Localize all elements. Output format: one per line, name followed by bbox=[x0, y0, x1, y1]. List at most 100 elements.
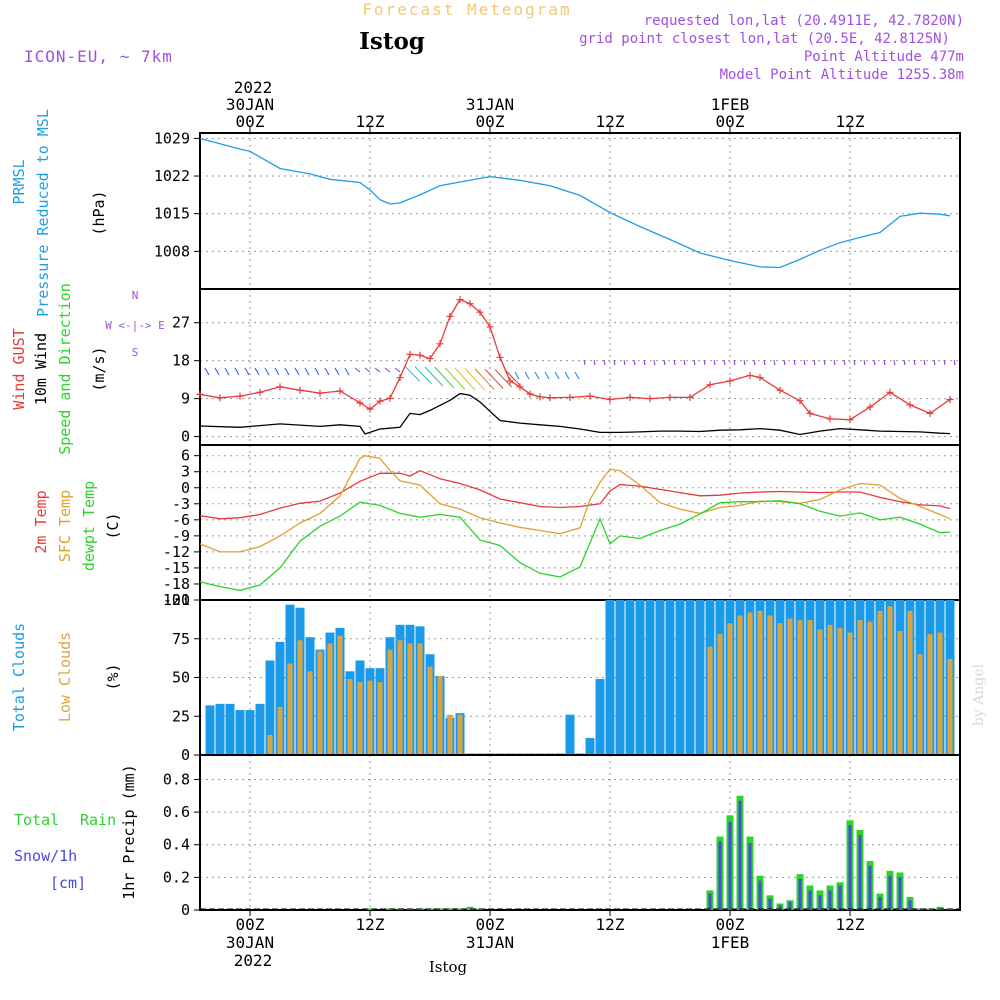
total-cloud-bar bbox=[225, 703, 235, 755]
wind-arrow bbox=[274, 367, 280, 376]
wind-arrow bbox=[574, 371, 580, 380]
gust-marker bbox=[926, 409, 934, 417]
wind-arrow bbox=[703, 359, 706, 366]
snow-bar bbox=[708, 893, 712, 910]
low-cloud-bar bbox=[777, 623, 783, 755]
total-cloud-bar bbox=[625, 600, 635, 755]
wind-arrow bbox=[494, 369, 513, 388]
gust-marker bbox=[416, 351, 424, 359]
gust-marker bbox=[526, 390, 534, 398]
low-cloud-bar bbox=[817, 629, 823, 755]
wind-arrow bbox=[923, 359, 926, 366]
temp-panel-labels: 2m Temp SFC Temp dewpt Temp (C) bbox=[32, 481, 122, 571]
precipitation-ytick-label: 0.6 bbox=[163, 803, 190, 821]
low-cloud-bar bbox=[397, 640, 403, 755]
low-cloud-bar bbox=[847, 632, 853, 755]
cloud-panel-labels: Total Clouds Low Clouds (%) by Angel bbox=[10, 623, 987, 731]
low-cloud-bar bbox=[267, 734, 273, 755]
low-cloud-bar bbox=[327, 643, 333, 755]
top-tick-label: 12Z bbox=[596, 112, 625, 131]
wind-arrow bbox=[693, 359, 696, 366]
snow-label: Snow/1h bbox=[14, 847, 77, 865]
wind-arrow bbox=[434, 366, 455, 389]
wind-panel: 0 9 18 27 bbox=[172, 288, 961, 446]
wind-arrow bbox=[673, 359, 676, 366]
total-cloud-bar bbox=[695, 600, 705, 755]
wind-arrow bbox=[683, 359, 686, 366]
snow-bar bbox=[748, 843, 752, 910]
low-cloud-bar bbox=[457, 714, 463, 755]
gust-marker bbox=[366, 405, 374, 413]
wind-arrow bbox=[244, 367, 250, 376]
wind-ytick-label: 18 bbox=[172, 352, 190, 370]
wind-arrow bbox=[653, 359, 656, 366]
bottom-tick-label: 12Z bbox=[596, 915, 625, 934]
gust-marker bbox=[846, 416, 854, 424]
wind-arrow bbox=[783, 359, 786, 366]
wind-arrow bbox=[793, 359, 796, 366]
low-cloud-bar bbox=[897, 631, 903, 755]
snow-bar bbox=[908, 900, 912, 910]
wind-arrow bbox=[713, 359, 716, 366]
supertitle: Forecast Meteogram bbox=[362, 0, 571, 19]
wind-arrow bbox=[544, 371, 550, 380]
wind-arrow bbox=[324, 367, 330, 376]
low-cloud-bar bbox=[917, 654, 923, 755]
wind-arrow bbox=[214, 367, 220, 376]
total-cloud-bar bbox=[265, 660, 275, 755]
snow-bar bbox=[798, 879, 802, 910]
low-cloud-bar bbox=[347, 679, 353, 755]
compass-west-east: W <-|-> E bbox=[105, 319, 165, 332]
wind-arrow bbox=[464, 368, 486, 391]
sfc-temp-label: SFC Temp bbox=[56, 490, 74, 562]
total-clouds-label: Total Clouds bbox=[10, 623, 28, 731]
gust-marker bbox=[506, 377, 514, 385]
snow-bar bbox=[898, 877, 902, 910]
wind-arrow bbox=[554, 371, 560, 380]
wind-arrow bbox=[643, 359, 646, 366]
low-cloud-bar bbox=[747, 612, 753, 755]
snow-bar bbox=[808, 890, 812, 910]
pressure-panel: 1008 1015 1022 1029 bbox=[154, 129, 961, 290]
model-label: ICON-EU, ~ 7km bbox=[24, 47, 173, 66]
snow-bar bbox=[858, 834, 862, 910]
wind-arrow bbox=[254, 367, 260, 376]
low-cloud-bar bbox=[887, 606, 893, 755]
total-cloud-bar bbox=[565, 714, 575, 755]
total-cloud-bar bbox=[615, 600, 625, 755]
t2m-line bbox=[199, 469, 951, 520]
wind-arrow bbox=[414, 366, 432, 385]
snow-bar bbox=[738, 800, 742, 910]
wind-frame bbox=[199, 288, 961, 446]
snow-bar bbox=[888, 875, 892, 910]
prmsl-label: PRMSL bbox=[10, 159, 28, 204]
wind-arrow bbox=[863, 359, 866, 366]
gust-marker bbox=[196, 390, 204, 398]
cm-unit: [cm] bbox=[50, 874, 86, 892]
bottom-day-label: 30JAN bbox=[226, 933, 274, 952]
wind-arrow bbox=[953, 359, 956, 366]
clouds-ytick-label: 25 bbox=[172, 707, 190, 725]
gust-marker bbox=[756, 374, 764, 382]
low-cloud-bar bbox=[707, 646, 713, 755]
gust-marker bbox=[396, 374, 404, 382]
wind-arrow bbox=[474, 368, 495, 390]
wind-arrow bbox=[743, 359, 746, 366]
grid-point-location: grid point closest lon,lat (20.5E, 42.81… bbox=[579, 31, 950, 47]
top-tick-label: 12Z bbox=[836, 112, 865, 131]
bottom-day-label: 1FEB bbox=[711, 933, 750, 952]
wind-arrow bbox=[504, 369, 521, 386]
clouds-panel: 0 25 50 75 100 bbox=[163, 591, 961, 764]
snow-bar bbox=[848, 825, 852, 910]
time-axis-top: 00Z 12Z 00Z 12Z 00Z 12Z 30JAN 31JAN 1FEB bbox=[226, 95, 865, 133]
pressure-ytick-label: 1029 bbox=[154, 129, 190, 147]
ms-unit: (m/s) bbox=[90, 346, 108, 391]
snow-bar bbox=[788, 901, 792, 910]
gust-marker bbox=[456, 296, 464, 304]
temperature-frame bbox=[199, 444, 961, 601]
gust-marker bbox=[826, 415, 834, 423]
gust-marker bbox=[466, 300, 474, 308]
bottom-tick-label: 00Z bbox=[716, 915, 745, 934]
gust-marker bbox=[216, 394, 224, 402]
gust-marker bbox=[946, 395, 954, 403]
